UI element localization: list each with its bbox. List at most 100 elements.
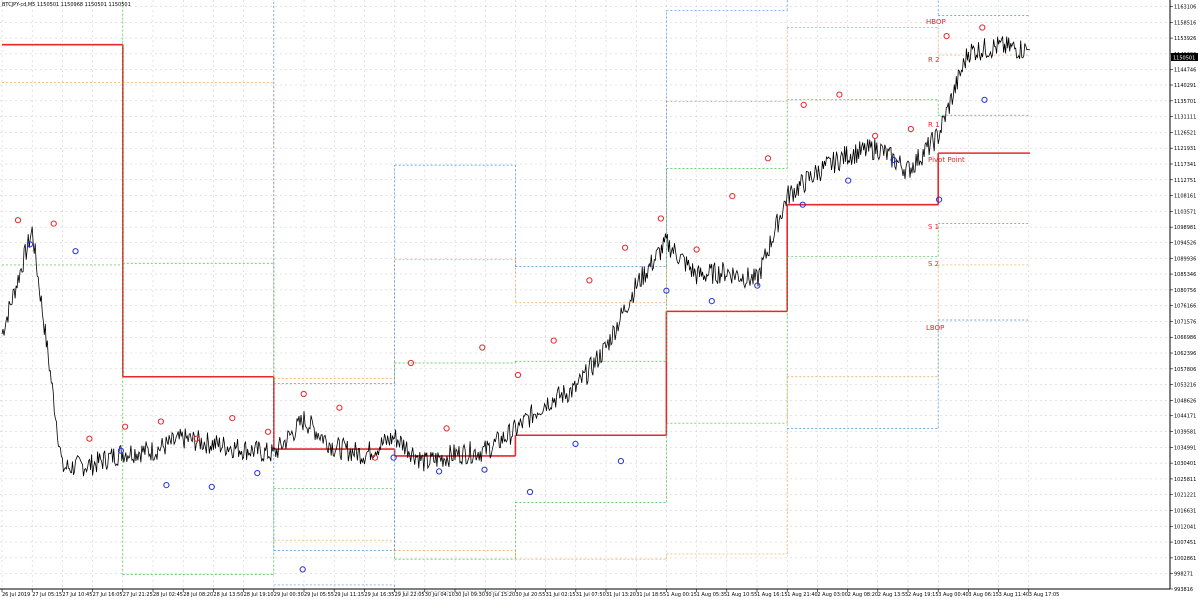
- time-tick-label: 26 Jul 2019: [2, 592, 30, 598]
- price-tick-label: 1071576: [1174, 319, 1196, 325]
- time-tick-label: 30 Jul 15:20: [485, 592, 515, 598]
- price-tick-label: 1076166: [1174, 304, 1196, 310]
- price-tick-label: 1108161: [1174, 194, 1196, 200]
- fractal-low-marker: [72, 248, 79, 255]
- price-tick-label: 1007451: [1174, 540, 1196, 546]
- pivot-point-label: Pivot Point: [928, 156, 965, 164]
- fractal-high-marker: [336, 404, 343, 411]
- time-tick-label: 2 Aug 19:15: [908, 592, 939, 598]
- fractal-low-marker: [481, 466, 488, 473]
- fractal-low-marker: [208, 483, 215, 490]
- fractal-high-marker: [586, 277, 593, 284]
- fractal-low-marker: [436, 468, 443, 475]
- price-tick-label: 1085346: [1174, 272, 1196, 278]
- price-tick-label: 1089936: [1174, 256, 1196, 262]
- symbol-info: BTCJPY-cd,M5 1150501 1150968 1150501 115…: [2, 2, 131, 8]
- current-price-value: 1150501: [1173, 56, 1195, 62]
- time-tick-label: 27 Jul 16:05: [93, 592, 123, 598]
- price-tick-label: 1153926: [1174, 36, 1196, 42]
- price-tick-label: 1021221: [1174, 493, 1196, 499]
- time-tick-label: 31 Jul 13:20: [606, 592, 636, 598]
- price-tick-label: 1098981: [1174, 225, 1196, 231]
- time-tick-label: 28 Jul 19:10: [244, 592, 274, 598]
- time-tick-label: 29 Jul 16:35: [364, 592, 394, 598]
- time-tick-label: 31 Jul 02:15: [546, 592, 576, 598]
- price-tick-label: 1016631: [1174, 509, 1196, 515]
- r1-label: R 1: [928, 121, 940, 129]
- time-axis-labels: 26 Jul 2019 27 Jul 05:15 27 Jul 10:45 27 Ju…: [1, 589, 1059, 598]
- time-tick-label: 1 Aug 10:55: [727, 592, 758, 598]
- time-tick-label: 2 Aug 03:00: [817, 592, 848, 598]
- fractal-low-marker: [572, 440, 579, 447]
- fractal-low-marker: [754, 282, 761, 289]
- fractal-low-marker: [117, 447, 125, 454]
- chart-axes: [0, 0, 1171, 590]
- r2-label: R 2: [928, 56, 940, 64]
- price-tick-label: 1158516: [1174, 20, 1196, 26]
- time-tick-label: 1 Aug 00:15: [666, 592, 697, 598]
- price-tick-label: 1044171: [1174, 414, 1196, 420]
- price-tick-label: 1163106: [1174, 5, 1196, 11]
- fractal-low-marker: [663, 287, 670, 294]
- price-tick-label: 1025811: [1174, 477, 1196, 483]
- fractal-high-marker: [372, 454, 379, 461]
- price-tick-label: 1135701: [1174, 99, 1196, 105]
- time-tick-label: 29 Jul 00:30: [274, 592, 304, 598]
- fractal-low-marker: [163, 482, 170, 489]
- price-tick-label: 1131111: [1174, 115, 1196, 121]
- time-tick-label: 28 Jul 08:20: [183, 592, 213, 598]
- price-tick-label: 1066986: [1174, 335, 1196, 341]
- time-tick-label: 30 Jul 20:55: [515, 592, 545, 598]
- fractal-high-marker: [300, 390, 307, 398]
- time-tick-label: 1 Aug 21:40: [787, 592, 818, 598]
- fractal-low-marker: [845, 177, 852, 184]
- fractal-low-marker: [936, 196, 943, 203]
- fractal-low-marker: [617, 458, 625, 465]
- price-tick-label: 993816: [1174, 587, 1193, 593]
- fractal-high-marker: [229, 415, 236, 422]
- fractal-high-marker: [764, 155, 772, 162]
- fractal-high-marker: [800, 101, 807, 109]
- price-tick-label: 1030401: [1174, 461, 1196, 467]
- price-tick-label: 1103571: [1174, 209, 1196, 215]
- price-tick-label: 1112751: [1174, 178, 1196, 184]
- time-tick-label: 27 Jul 10:45: [62, 592, 92, 598]
- fractal-high-marker: [157, 418, 164, 425]
- fractal-high-marker: [622, 244, 629, 251]
- fractal-low-marker: [526, 488, 534, 496]
- fractal-low-marker: [26, 241, 34, 248]
- price-line: [1, 36, 1031, 477]
- s2-label: S 2: [928, 260, 939, 268]
- time-tick-label: 29 Jul 22:05: [395, 592, 425, 598]
- fractal-low-marker: [981, 96, 988, 103]
- fractal-high-marker: [479, 344, 486, 351]
- price-tick-label: 1121931: [1174, 146, 1196, 152]
- price-tick-label: 1117341: [1174, 162, 1196, 168]
- fractal-high-marker: [443, 425, 450, 432]
- time-tick-label: 27 Jul 21:25: [123, 592, 153, 598]
- lbop-label: LBOP: [926, 324, 944, 332]
- hbop-label: HBOP: [926, 18, 946, 26]
- fractal-high-marker: [50, 220, 57, 227]
- fractal-high-marker: [14, 217, 22, 224]
- price-tick-label: 1094526: [1174, 241, 1196, 247]
- price-tick-label: 1048626: [1174, 398, 1196, 404]
- pivot-levels: [2, 0, 1030, 593]
- price-series: [1, 36, 1031, 477]
- fractal-high-marker: [836, 91, 843, 98]
- fractal-low-marker: [254, 470, 261, 477]
- fractal-high-marker: [907, 125, 915, 133]
- fractal-high-marker: [407, 359, 414, 367]
- price-tick-label: 1144746: [1174, 68, 1196, 74]
- time-tick-label: 1 Aug 05:35: [697, 592, 728, 598]
- time-tick-label: 30 Jul 04:10: [425, 592, 455, 598]
- s1-label: S 1: [928, 223, 939, 231]
- time-tick-label: 29 Jul 11:15: [334, 592, 364, 598]
- fractal-high-marker: [729, 193, 736, 200]
- price-tick-label: 1126521: [1174, 130, 1196, 136]
- fractal-high-marker: [657, 215, 665, 222]
- fractal-high-marker: [264, 428, 272, 435]
- fractal-markers: [14, 24, 988, 573]
